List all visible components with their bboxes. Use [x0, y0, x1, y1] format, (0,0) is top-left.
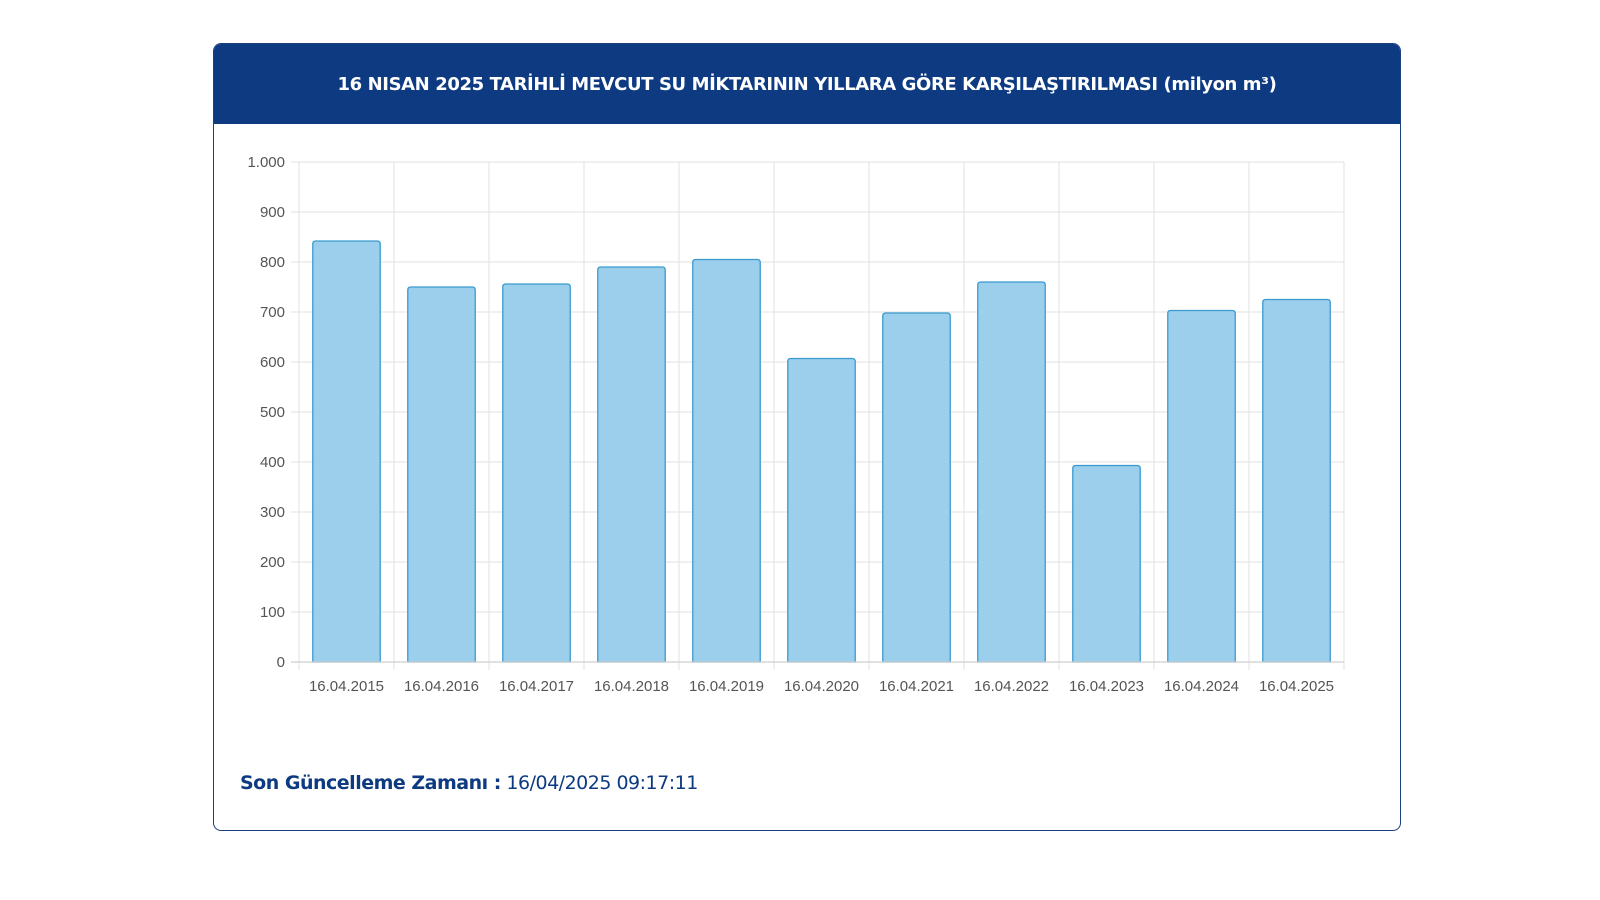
y-tick-label: 500 — [260, 404, 285, 421]
bar-16.04.2019[interactable] — [692, 258, 761, 663]
x-tick-label: 16.04.2018 — [594, 678, 669, 695]
x-tick-label: 16.04.2015 — [309, 678, 384, 695]
bar-16.04.2020[interactable] — [787, 357, 856, 663]
bar-16.04.2018[interactable] — [597, 266, 666, 663]
x-tick-label: 16.04.2017 — [499, 678, 574, 695]
y-tick-label: 400 — [260, 454, 285, 471]
chart-area: 0 100 200 300 400 500 600 700 800 900 1.000 16.04.2… — [214, 124, 1399, 764]
chart-title: 16 NISAN 2025 TARİHLİ MEVCUT SU MİKTARIN… — [337, 73, 1277, 95]
y-tick-label: 700 — [260, 304, 285, 321]
x-tick-label: 16.04.2019 — [689, 678, 764, 695]
x-tick-label: 16.04.2020 — [784, 678, 859, 695]
bar-16.04.2016[interactable] — [407, 286, 476, 663]
bar-16.04.2024[interactable] — [1167, 309, 1236, 663]
last-update-label: Son Güncelleme Zamanı : — [240, 772, 501, 794]
y-tick-label: 800 — [260, 254, 285, 271]
x-tick-label: 16.04.2016 — [404, 678, 479, 695]
x-tick-label: 16.04.2022 — [974, 678, 1049, 695]
x-tick-label: 16.04.2025 — [1259, 678, 1334, 695]
x-tick-label: 16.04.2023 — [1069, 678, 1144, 695]
bar-16.04.2021[interactable] — [882, 312, 951, 663]
y-tick-label: 0 — [277, 654, 285, 671]
chart-card: 16 NISAN 2025 TARİHLİ MEVCUT SU MİKTARIN… — [213, 43, 1401, 831]
y-tick-label: 600 — [260, 354, 285, 371]
bar-16.04.2023[interactable] — [1072, 464, 1141, 663]
x-tick-label: 16.04.2024 — [1164, 678, 1239, 695]
y-tick-label: 1.000 — [247, 154, 285, 171]
last-update: Son Güncelleme Zamanı : 16/04/2025 09:17… — [240, 772, 698, 794]
y-tick-label: 900 — [260, 204, 285, 221]
y-tick-label: 100 — [260, 604, 285, 621]
bar-16.04.2025[interactable] — [1262, 298, 1331, 663]
x-tick-label: 16.04.2021 — [879, 678, 954, 695]
last-update-value: 16/04/2025 09:17:11 — [506, 772, 698, 794]
card-header: 16 NISAN 2025 TARİHLİ MEVCUT SU MİKTARIN… — [214, 44, 1400, 124]
bar-16.04.2015[interactable] — [312, 240, 381, 663]
bar-chart: 0 100 200 300 400 500 600 700 800 900 1.000 16.04.2… — [247, 154, 1345, 695]
y-tick-label: 300 — [260, 504, 285, 521]
bar-16.04.2017[interactable] — [502, 283, 571, 663]
y-tick-label: 200 — [260, 554, 285, 571]
bar-16.04.2022[interactable] — [977, 281, 1046, 663]
